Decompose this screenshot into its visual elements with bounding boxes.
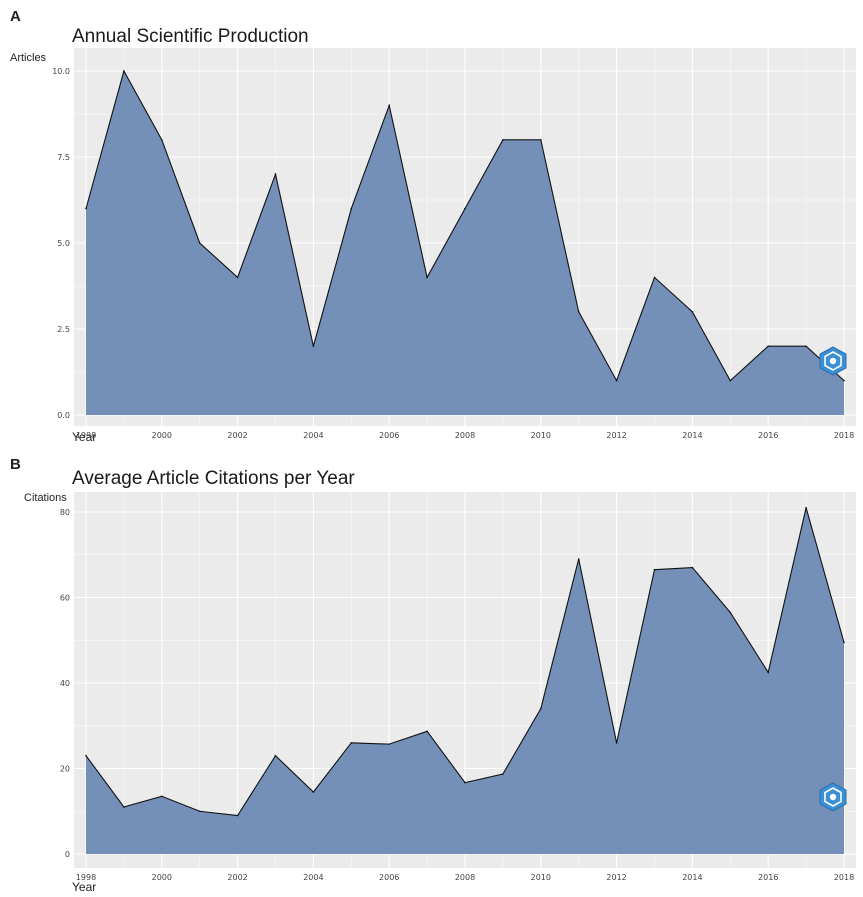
hexagon-logo-icon [818, 782, 848, 812]
x-tick-label: 1998 [76, 873, 96, 882]
data-point [540, 707, 542, 710]
x-tick-label: 2012 [606, 431, 626, 440]
data-point [236, 276, 239, 279]
x-tick-label: 2002 [227, 431, 247, 440]
data-point [502, 773, 504, 775]
x-tick-label: 2008 [455, 431, 475, 440]
y-tick-label: 5.0 [57, 239, 70, 248]
data-point [577, 311, 580, 313]
chart-title: Annual Scientific Production [72, 26, 309, 47]
data-point [198, 242, 201, 244]
data-point [312, 791, 315, 793]
y-axis-title: Articles [10, 52, 47, 64]
chart-plot: 0.0 2.5 5.0 7.5 10.0 1998 2000 2002 2004 2006 2008… [52, 48, 856, 440]
hexagon-logo-icon [818, 346, 848, 376]
data-point [161, 795, 163, 798]
data-point [464, 781, 466, 784]
panel-letter: B [10, 456, 21, 473]
x-axis-title: Year [72, 880, 97, 894]
area-fill [86, 507, 844, 854]
x-tick-label: 2002 [227, 873, 247, 882]
data-point [85, 754, 87, 757]
x-tick-label: 2000 [152, 873, 172, 882]
chart-title: Average Article Citations per Year [72, 468, 355, 489]
data-point [161, 139, 163, 141]
panel-b: B Average Article Citations per Year Cit… [0, 448, 863, 897]
x-tick-label: 2008 [455, 873, 475, 882]
area-fill [86, 71, 844, 415]
data-point [577, 558, 580, 560]
data-point [388, 104, 391, 107]
y-tick-label: 60 [60, 594, 70, 603]
data-point [350, 207, 353, 210]
data-point [123, 70, 125, 72]
x-tick-label: 2016 [758, 873, 778, 882]
data-point [653, 568, 656, 571]
y-tick-label: 0.0 [57, 411, 70, 420]
data-point [123, 806, 125, 808]
x-tick-label: 2010 [531, 873, 551, 882]
x-tick-label: 2006 [379, 873, 399, 882]
data-point [729, 379, 732, 382]
data-point [350, 742, 353, 744]
panel-a: A Annual Scientific Production Articles … [0, 0, 863, 448]
x-tick-label: 2016 [758, 431, 778, 440]
y-axis-title: Citations [24, 492, 67, 504]
data-point [767, 345, 769, 348]
y-tick-label: 0 [65, 850, 70, 859]
x-tick-label: 2000 [152, 431, 172, 440]
data-point [426, 276, 428, 279]
data-point [502, 139, 504, 141]
x-tick-label: 2018 [834, 431, 854, 440]
data-point [843, 641, 845, 644]
chart-plot: 0 20 40 60 80 1998 2000 2002 2004 2006 2008 2010 201… [60, 492, 856, 882]
data-point [312, 345, 315, 348]
x-tick-label: 2012 [606, 873, 626, 882]
panel-letter: A [10, 8, 21, 25]
y-tick-label: 10.0 [52, 67, 70, 76]
x-tick-label: 2004 [303, 431, 323, 440]
x-tick-label: 1998 [76, 431, 96, 440]
y-tick-label: 20 [60, 765, 70, 774]
x-tick-label: 2006 [379, 431, 399, 440]
data-point [85, 207, 87, 210]
x-tick-label: 2018 [834, 873, 854, 882]
y-tick-label: 40 [60, 679, 70, 688]
x-tick-label: 2004 [303, 873, 323, 882]
data-point [767, 671, 769, 674]
y-tick-label: 80 [60, 508, 70, 517]
x-tick-label: 2014 [682, 873, 702, 882]
data-point [805, 345, 807, 348]
data-point [236, 814, 239, 817]
data-point [426, 730, 428, 733]
data-point [805, 506, 807, 509]
data-point [198, 810, 201, 813]
y-tick-label: 2.5 [57, 325, 70, 334]
x-tick-label: 2010 [531, 431, 551, 440]
data-point [540, 139, 542, 141]
data-point [691, 566, 694, 569]
data-point [653, 276, 656, 279]
data-point [615, 742, 618, 744]
data-point [615, 379, 618, 382]
data-point [729, 611, 732, 614]
data-point [464, 207, 466, 210]
x-axis-title: Year [72, 430, 97, 444]
data-point [691, 311, 694, 313]
x-tick-label: 2014 [682, 431, 702, 440]
data-point [843, 379, 845, 382]
data-point [274, 754, 277, 757]
data-point [274, 173, 277, 175]
y-tick-label: 7.5 [57, 153, 70, 162]
data-point [388, 743, 391, 745]
